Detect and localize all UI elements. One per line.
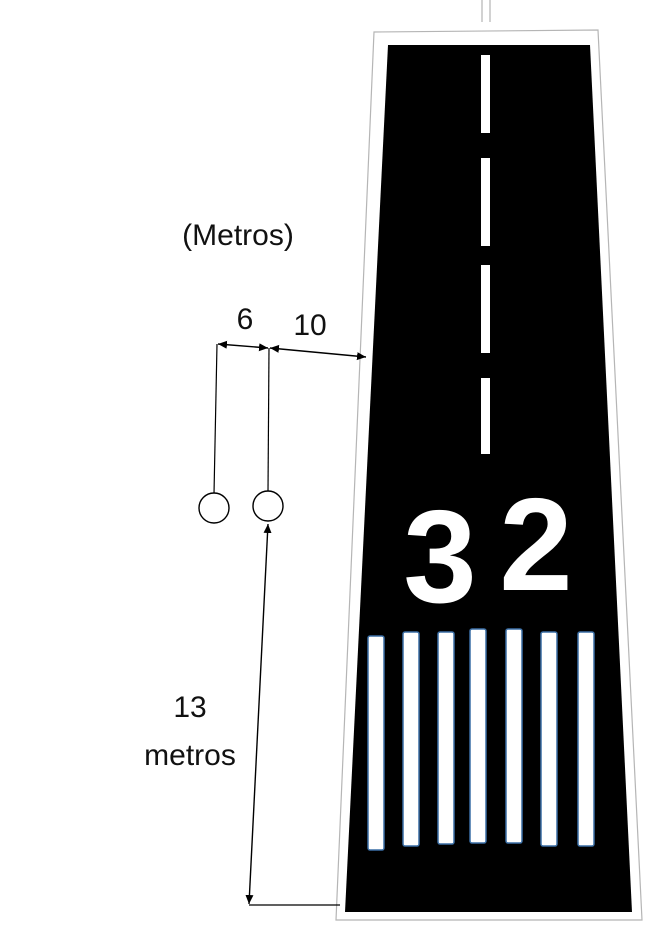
threshold-stripe xyxy=(367,635,385,851)
units-label: (Metros) xyxy=(182,219,294,252)
threshold-stripe xyxy=(402,631,420,847)
dimension-label-offset: 10 xyxy=(293,309,326,342)
centerline-dashes xyxy=(481,55,490,454)
threshold-stripe xyxy=(437,631,455,845)
runway-designator-digit-1: 3 xyxy=(403,483,476,630)
threshold-stripe xyxy=(577,631,595,847)
extension-line xyxy=(213,343,218,495)
runway-edge-outline xyxy=(335,29,643,921)
centerline-dash xyxy=(481,55,490,133)
dimension-label-spacing: 6 xyxy=(237,303,254,336)
threshold-stripes xyxy=(367,628,595,851)
dimension-arrow-spacing xyxy=(217,340,269,352)
light-1 xyxy=(198,492,230,524)
centerline-dash xyxy=(481,265,490,353)
dimension-label-distance-value: 13 xyxy=(173,691,206,724)
centerline-dash xyxy=(481,378,490,454)
runway-designator-digit-2: 2 xyxy=(499,471,572,618)
threshold-stripe xyxy=(540,631,558,847)
light-2 xyxy=(252,490,284,522)
dimension-arrow-distance xyxy=(245,523,272,905)
threshold-stripe xyxy=(469,628,487,844)
centerline-dash xyxy=(481,158,490,246)
threshold-stripe xyxy=(505,628,523,844)
dimension-label-distance-unit: metros xyxy=(144,739,236,772)
extension-line xyxy=(267,347,270,493)
dimension-arrow-offset xyxy=(269,344,367,361)
